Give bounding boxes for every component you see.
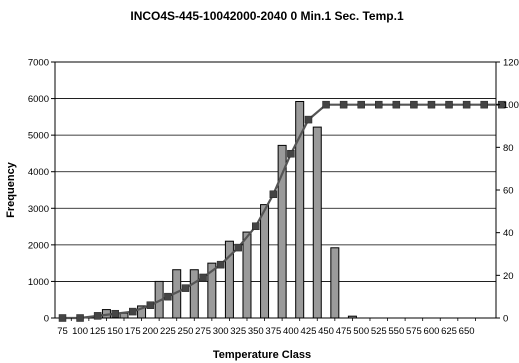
x-tick-label: 400: [283, 326, 299, 337]
cumulative-point: [216, 260, 225, 269]
x-tick-label: 325: [230, 326, 246, 337]
histogram-bar: [330, 247, 340, 319]
cumulative-point: [146, 301, 155, 309]
cumulative-point: [480, 100, 488, 109]
cumulative-point: [287, 149, 295, 158]
cumulative-point: [269, 190, 278, 199]
cumulative-line-series: [58, 100, 506, 322]
x-axis-label: Temperature Class: [213, 349, 311, 361]
x-tick-label: 375: [265, 326, 281, 337]
histogram-bar: [260, 204, 270, 319]
right-tick-label: 60: [503, 186, 514, 197]
cumulative-point: [357, 100, 365, 109]
histogram-bar: [347, 315, 357, 319]
x-tick-label: 575: [406, 326, 422, 337]
left-tick-label: 6000: [28, 94, 49, 105]
cumulative-point: [445, 100, 453, 109]
right-tick-label: 20: [503, 271, 514, 282]
right-tick-label: 40: [503, 228, 514, 239]
x-tick-label: 350: [248, 326, 264, 337]
x-tick-label: 175: [125, 326, 141, 337]
x-tick-label: 625: [441, 326, 457, 337]
histogram-bar: [295, 100, 305, 319]
x-tick-label: 125: [90, 326, 106, 337]
cumulative-point: [252, 222, 260, 231]
left-tick-label: 7000: [28, 58, 49, 69]
left-tick-label: 3000: [28, 204, 49, 215]
x-tick-label: 150: [107, 326, 123, 337]
cumulative-point: [234, 243, 242, 252]
x-tick-label: 600: [424, 326, 440, 337]
left-tick-label: 0: [44, 314, 49, 325]
gridlines: [55, 98, 496, 282]
histogram-bar: [312, 126, 322, 319]
histogram-bar: [242, 231, 252, 319]
cumulative-point: [58, 314, 67, 322]
x-tick-label: 75: [57, 326, 68, 337]
x-tick-label: 525: [371, 326, 387, 337]
x-tick-label: 650: [459, 326, 475, 337]
right-tick-label: 100: [503, 100, 519, 111]
right-tick-label: 80: [503, 143, 514, 154]
left-tick-label: 1000: [28, 277, 49, 288]
bar-series: [101, 100, 357, 319]
left-tick-label: 2000: [28, 240, 49, 251]
x-tick-label: 100: [72, 326, 88, 337]
cumulative-point: [304, 115, 313, 124]
cumulative-point: [181, 284, 190, 292]
y-axis-label: Frequency: [5, 161, 17, 218]
cumulative-point: [410, 100, 418, 109]
right-axis: 0 20 40 60 80 100 120: [496, 58, 519, 325]
left-axis: 0 1000 2000 3000 4000 5000 6000 7000: [28, 58, 55, 325]
x-tick-label: 200: [142, 326, 158, 337]
right-tick-label: 0: [503, 314, 508, 325]
cumulative-point: [111, 309, 119, 318]
x-tick-label: 500: [353, 326, 369, 337]
histogram-bar: [189, 269, 199, 319]
chart-title: INCO4S-445-10042000-2040 0 Min.1 Sec. Te…: [130, 9, 404, 23]
cumulative-point: [339, 100, 348, 109]
cumulative-point: [462, 100, 471, 109]
cumulative-point: [93, 312, 102, 320]
x-tick-label: 550: [388, 326, 404, 337]
x-axis: 75 100 125 150 175 200 225 250 275 300 325 350 375 40…: [57, 318, 476, 337]
cumulative-point: [199, 273, 207, 282]
cumulative-point: [427, 100, 436, 109]
x-tick-label: 450: [318, 326, 334, 337]
x-tick-label: 425: [301, 326, 317, 337]
x-tick-label: 275: [195, 326, 211, 337]
cumulative-point: [76, 314, 84, 322]
left-tick-label: 4000: [28, 167, 49, 178]
x-tick-label: 300: [213, 326, 229, 337]
left-tick-label: 5000: [28, 131, 49, 142]
cumulative-point: [322, 100, 330, 109]
cumulative-point: [129, 307, 137, 316]
cumulative-point: [392, 100, 401, 109]
right-tick-label: 120: [503, 58, 519, 69]
x-tick-label: 475: [336, 326, 352, 337]
x-tick-label: 250: [178, 326, 194, 337]
x-tick-label: 225: [160, 326, 176, 337]
cumulative-point: [375, 100, 383, 109]
cumulative-point: [164, 292, 172, 301]
